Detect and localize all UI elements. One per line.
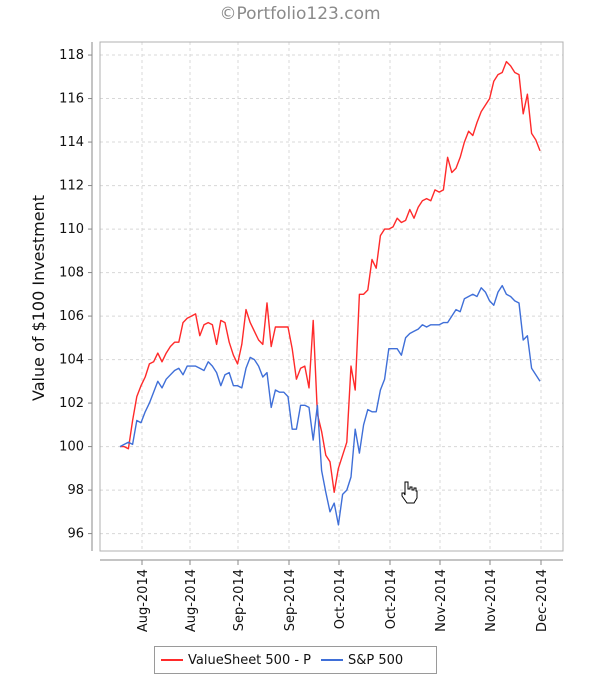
watermark: ©Portfolio123.com [219,4,381,24]
y-tick-label: 96 [67,527,84,542]
legend-label-valuesheet: ValueSheet 500 - P [188,652,312,668]
y-tick-label: 106 [59,309,84,324]
series-line-valuesheet [120,60,541,493]
x-tick-label: Sep-2014 [283,569,298,631]
x-tick-label: Oct-2014 [384,569,399,629]
y-tick-label: 118 [59,48,84,63]
y-tick-label: 100 [59,440,84,455]
y-tick-label: 110 [59,222,84,237]
x-tick-label: Oct-2014 [333,569,348,629]
y-tick-label: 112 [59,179,84,194]
legend-swatch-blue [321,659,344,661]
y-tick-label: 102 [59,396,84,411]
legend-item-valuesheet: ValueSheet 500 - P [161,653,311,668]
y-tick-label: 108 [59,266,84,281]
series-lines [119,60,541,526]
series-line-sp500 [119,284,541,526]
x-tick-label: Aug-2014 [184,569,199,632]
x-tick-label: Sep-2014 [232,569,247,631]
legend-label-sp500: S&P 500 [348,652,404,668]
x-tick-label: Nov-2014 [434,569,449,632]
y-tick-label: 114 [59,135,84,150]
y-tick-label: 116 [59,92,84,107]
x-tick-label: Aug-2014 [136,569,151,632]
legend-swatch-red [161,659,183,661]
legend: ValueSheet 500 - P S&P 500 [154,646,437,674]
plot-border [99,41,564,552]
hand-cursor-icon [401,481,418,504]
x-tick-label: Nov-2014 [484,569,499,632]
grid [100,42,563,551]
y-tick-label: 104 [59,353,84,368]
legend-item-sp500: S&P 500 [321,653,403,668]
x-tick-label: Dec-2014 [535,569,550,632]
y-axis-label: Value of $100 Investment [29,195,48,401]
axes [88,41,564,565]
y-tick-label: 98 [67,483,84,498]
tick-labels: 96 98 100 102 104 106 108 110 112 114 116 118 Aug-20… [59,48,550,632]
